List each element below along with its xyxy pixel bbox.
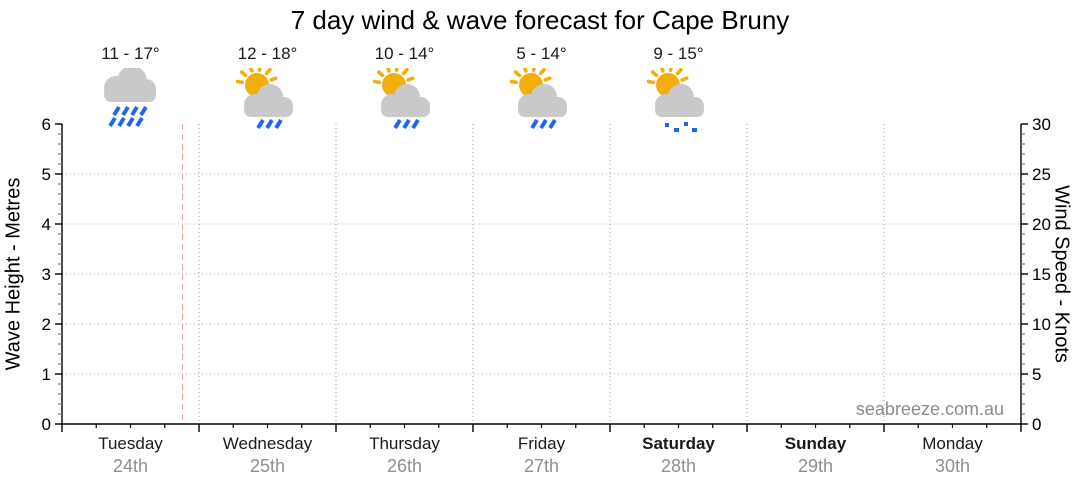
temperature-range-label: 12 - 18°: [237, 44, 298, 63]
date-label: 30th: [935, 456, 970, 476]
sun-cloud-drizzle-icon: [645, 63, 711, 133]
day-label: Friday: [518, 434, 566, 453]
right-tick-label: 25: [1032, 165, 1051, 184]
day-label: Thursday: [369, 434, 440, 453]
day-label: Wednesday: [223, 434, 313, 453]
left-tick-label: 1: [42, 365, 51, 384]
left-tick-label: 4: [42, 215, 51, 234]
temperature-range-label: 10 - 14°: [374, 44, 435, 63]
temperature-range-label: 11 - 17°: [101, 44, 160, 63]
date-label: 27th: [524, 456, 559, 476]
date-label: 24th: [113, 456, 148, 476]
cloud-shape: [654, 84, 704, 117]
rain-streaks: [107, 105, 148, 128]
rain-streaks: [529, 118, 557, 130]
right-tick-label: 10: [1032, 315, 1051, 334]
sun-cloud-rain-icon: [508, 63, 574, 132]
cloud-shape: [517, 84, 567, 117]
left-tick-label: 5: [42, 165, 51, 184]
left-tick-label: 6: [42, 115, 51, 134]
right-tick-label: 20: [1032, 215, 1051, 234]
day-label: Sunday: [785, 434, 847, 453]
date-label: 25th: [250, 456, 285, 476]
right-tick-label: 30: [1032, 115, 1051, 134]
date-label: 26th: [387, 456, 422, 476]
date-label: 28th: [661, 456, 696, 476]
cloud-shape: [380, 84, 430, 117]
left-tick-label: 0: [42, 415, 51, 434]
right-tick-label: 15: [1032, 265, 1051, 284]
rain-streaks: [255, 118, 283, 130]
sun-cloud-rain-icon: [371, 63, 437, 132]
rain-streaks: [392, 118, 420, 130]
left-tick-label: 3: [42, 265, 51, 284]
rain-cloud-icon: [99, 66, 163, 132]
date-label: 29th: [798, 456, 833, 476]
temperature-range-label: 9 - 15°: [653, 44, 704, 63]
sun-cloud-rain-icon: [234, 63, 300, 132]
day-label: Saturday: [642, 434, 715, 453]
watermark: seabreeze.com.au: [855, 399, 1004, 419]
cloud-shape: [103, 66, 156, 102]
left-tick-label: 2: [42, 315, 51, 334]
right-tick-label: 0: [1032, 415, 1041, 434]
drizzle-dots: [664, 122, 697, 133]
temperature-range-label: 5 - 14°: [516, 44, 567, 63]
day-label: Monday: [922, 434, 983, 453]
chart-title: 7 day wind & wave forecast for Cape Brun…: [290, 5, 790, 35]
day-label: Tuesday: [98, 434, 163, 453]
cloud-shape: [243, 84, 293, 117]
right-tick-label: 5: [1032, 365, 1041, 384]
